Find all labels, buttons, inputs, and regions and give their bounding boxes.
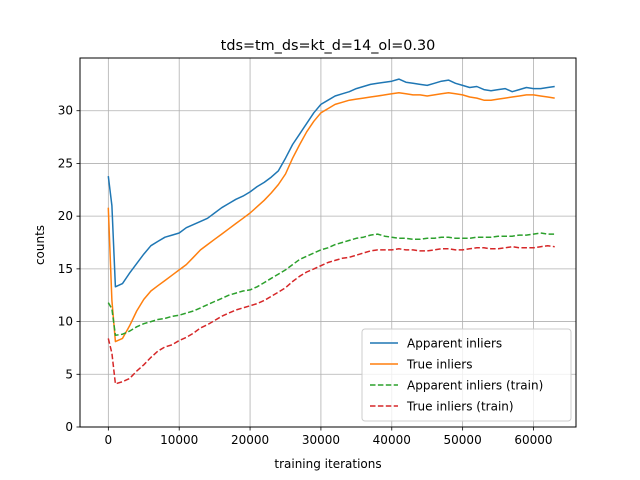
y-tick-label: 25 [58,156,73,170]
legend-label: True inliers [406,358,472,372]
x-tick-label: 40000 [373,433,411,447]
legend-label: Apparent inliers [407,337,502,351]
data-series [107,78,555,385]
chart-title: tds=tm_ds=kt_d=14_ol=0.30 [221,38,436,54]
series-line-3 [107,232,555,337]
y-tick-label: 30 [58,104,73,118]
y-tick-label: 20 [58,209,73,223]
series-line-2 [107,92,555,343]
legend: Apparent inliers True inliers Apparent inl… [361,328,572,422]
x-tick-label: 10000 [160,433,198,447]
series-line-1 [107,78,555,288]
x-axis: 0 10000 20000 30000 40000 50000 60000 [105,427,553,447]
x-axis-title: training iterations [274,457,381,471]
legend-box [361,328,572,422]
x-tick-label: 50000 [444,433,482,447]
legend-label: Apparent inliers (train) [407,379,543,393]
series-line-4 [107,244,555,385]
y-tick-label: 15 [58,262,73,276]
y-axis: 0 5 10 15 20 25 30 [58,104,80,434]
y-tick-label: 10 [58,315,73,329]
x-tick-label: 30000 [302,433,340,447]
y-tick-label: 5 [65,367,73,381]
plot-frame [79,57,577,428]
legend-label: True inliers (train) [406,400,514,414]
x-tick-label: 20000 [231,433,269,447]
y-tick-label: 0 [65,420,73,434]
x-tick-label: 0 [105,433,113,447]
x-tick-label: 60000 [514,433,552,447]
y-axis-title: counts [33,225,47,265]
